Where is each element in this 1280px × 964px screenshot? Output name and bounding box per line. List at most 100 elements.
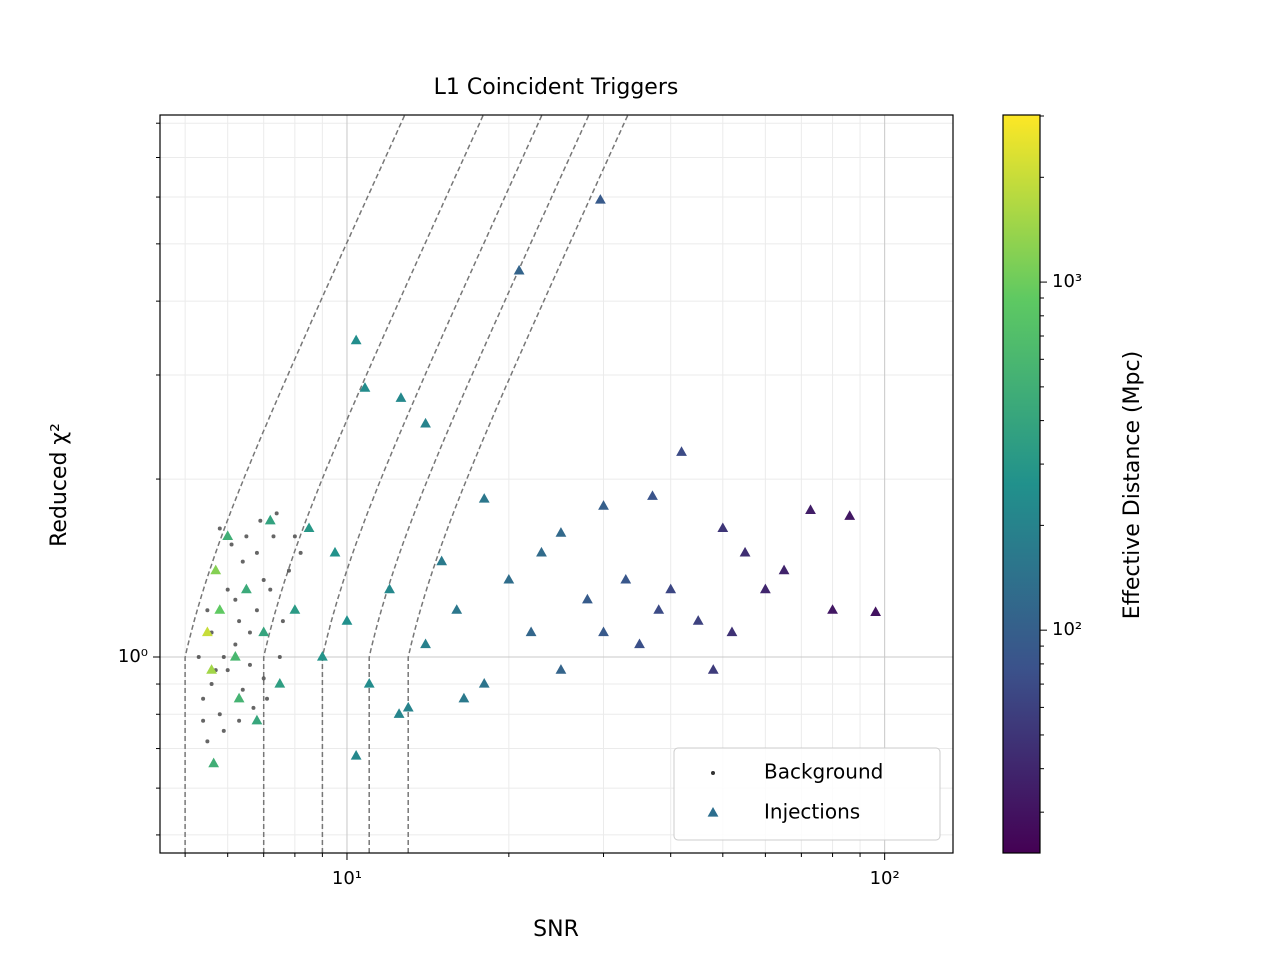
background-point: [225, 668, 230, 673]
injection-point: [634, 638, 645, 649]
contour-line: [368, 115, 590, 853]
colorbar-label: Effective Distance (Mpc): [1120, 351, 1145, 619]
background-point: [247, 662, 252, 667]
background-point: [237, 718, 242, 723]
injection-point: [420, 638, 431, 649]
background-point: [229, 542, 234, 547]
injection-point: [363, 678, 375, 688]
legend-marker: [707, 807, 719, 817]
background-point: [280, 619, 285, 624]
background-point: [205, 739, 210, 744]
background-point: [217, 526, 222, 531]
background-point: [205, 608, 210, 613]
plot-frame: [159, 114, 954, 854]
y-axis-label: Reduced χ²: [47, 423, 72, 547]
injection-point: [726, 626, 738, 637]
injection-point: [805, 504, 816, 515]
injection-point: [598, 626, 609, 637]
injection-point: [274, 678, 286, 688]
injection-point: [665, 583, 677, 594]
colorbar-tick-label: 10²: [1052, 619, 1082, 640]
injection-point: [251, 714, 263, 725]
injection-point: [359, 382, 371, 392]
background-point: [201, 696, 206, 701]
injection-point: [206, 664, 217, 674]
injection-point: [647, 490, 658, 500]
injection-point: [513, 264, 525, 275]
injection-point: [201, 626, 213, 637]
colorbar: [1002, 114, 1041, 854]
injection-point: [870, 606, 882, 616]
background-point: [201, 718, 206, 723]
injection-point: [393, 708, 405, 718]
injection-point: [350, 749, 362, 760]
injection-point: [759, 583, 771, 594]
y-tick-label: 10⁰: [118, 646, 148, 667]
injection-point: [258, 626, 270, 637]
background-point: [221, 654, 226, 659]
contour-line: [184, 115, 406, 853]
injection-point: [402, 701, 414, 712]
injection-point: [594, 194, 606, 204]
contour-line: [407, 115, 629, 853]
injection-point: [316, 650, 328, 661]
background-point: [254, 608, 259, 613]
injection-point: [395, 392, 407, 402]
background-point: [221, 728, 226, 733]
colorbar-tick-label: 10³: [1052, 271, 1082, 292]
background-point: [292, 534, 297, 539]
background-point: [217, 712, 222, 717]
injection-point: [778, 564, 790, 575]
background-point: [240, 559, 245, 564]
injection-point: [692, 615, 704, 625]
background-point: [258, 518, 263, 523]
injection-point: [503, 573, 515, 584]
injection-point: [536, 546, 547, 557]
injection-point: [214, 604, 226, 614]
injection-point: [844, 510, 856, 520]
x-axis-label: SNR: [533, 917, 579, 942]
injection-point: [210, 564, 222, 575]
background-point: [277, 654, 282, 659]
injection-point: [289, 604, 301, 614]
injection-point: [458, 692, 470, 703]
contour-line: [321, 115, 543, 853]
injection-point: [222, 530, 234, 540]
legend-label: Injections: [764, 800, 860, 824]
injection-point: [478, 678, 490, 688]
injection-point: [436, 555, 448, 566]
background-point: [298, 550, 303, 555]
injection-point: [717, 522, 729, 533]
injection-point: [384, 583, 395, 594]
injection-point: [555, 664, 567, 674]
legend-box: [673, 747, 941, 841]
background-point: [196, 654, 201, 659]
background-point: [271, 534, 276, 539]
background-point: [274, 511, 279, 516]
legend-label: Background: [764, 760, 883, 784]
injection-point: [555, 527, 567, 537]
injection-point: [303, 522, 315, 533]
injection-point: [208, 757, 220, 768]
injection-point: [229, 650, 241, 661]
background-point: [268, 587, 273, 592]
contour-line: [262, 115, 484, 853]
injection-point: [264, 514, 276, 525]
background-point: [254, 550, 259, 555]
background-point: [233, 597, 238, 602]
background-point: [233, 642, 238, 647]
injection-point: [233, 692, 245, 703]
injection-point: [329, 546, 341, 557]
injection-point: [707, 664, 719, 674]
injection-point: [582, 593, 593, 604]
background-point: [261, 676, 266, 681]
chart-title: L1 Coincident Triggers: [434, 75, 679, 100]
injection-point: [451, 604, 463, 614]
injection-point: [341, 615, 353, 625]
injection-point: [598, 500, 609, 510]
background-point: [237, 619, 242, 624]
injection-point: [653, 604, 665, 614]
background-point: [265, 696, 270, 701]
